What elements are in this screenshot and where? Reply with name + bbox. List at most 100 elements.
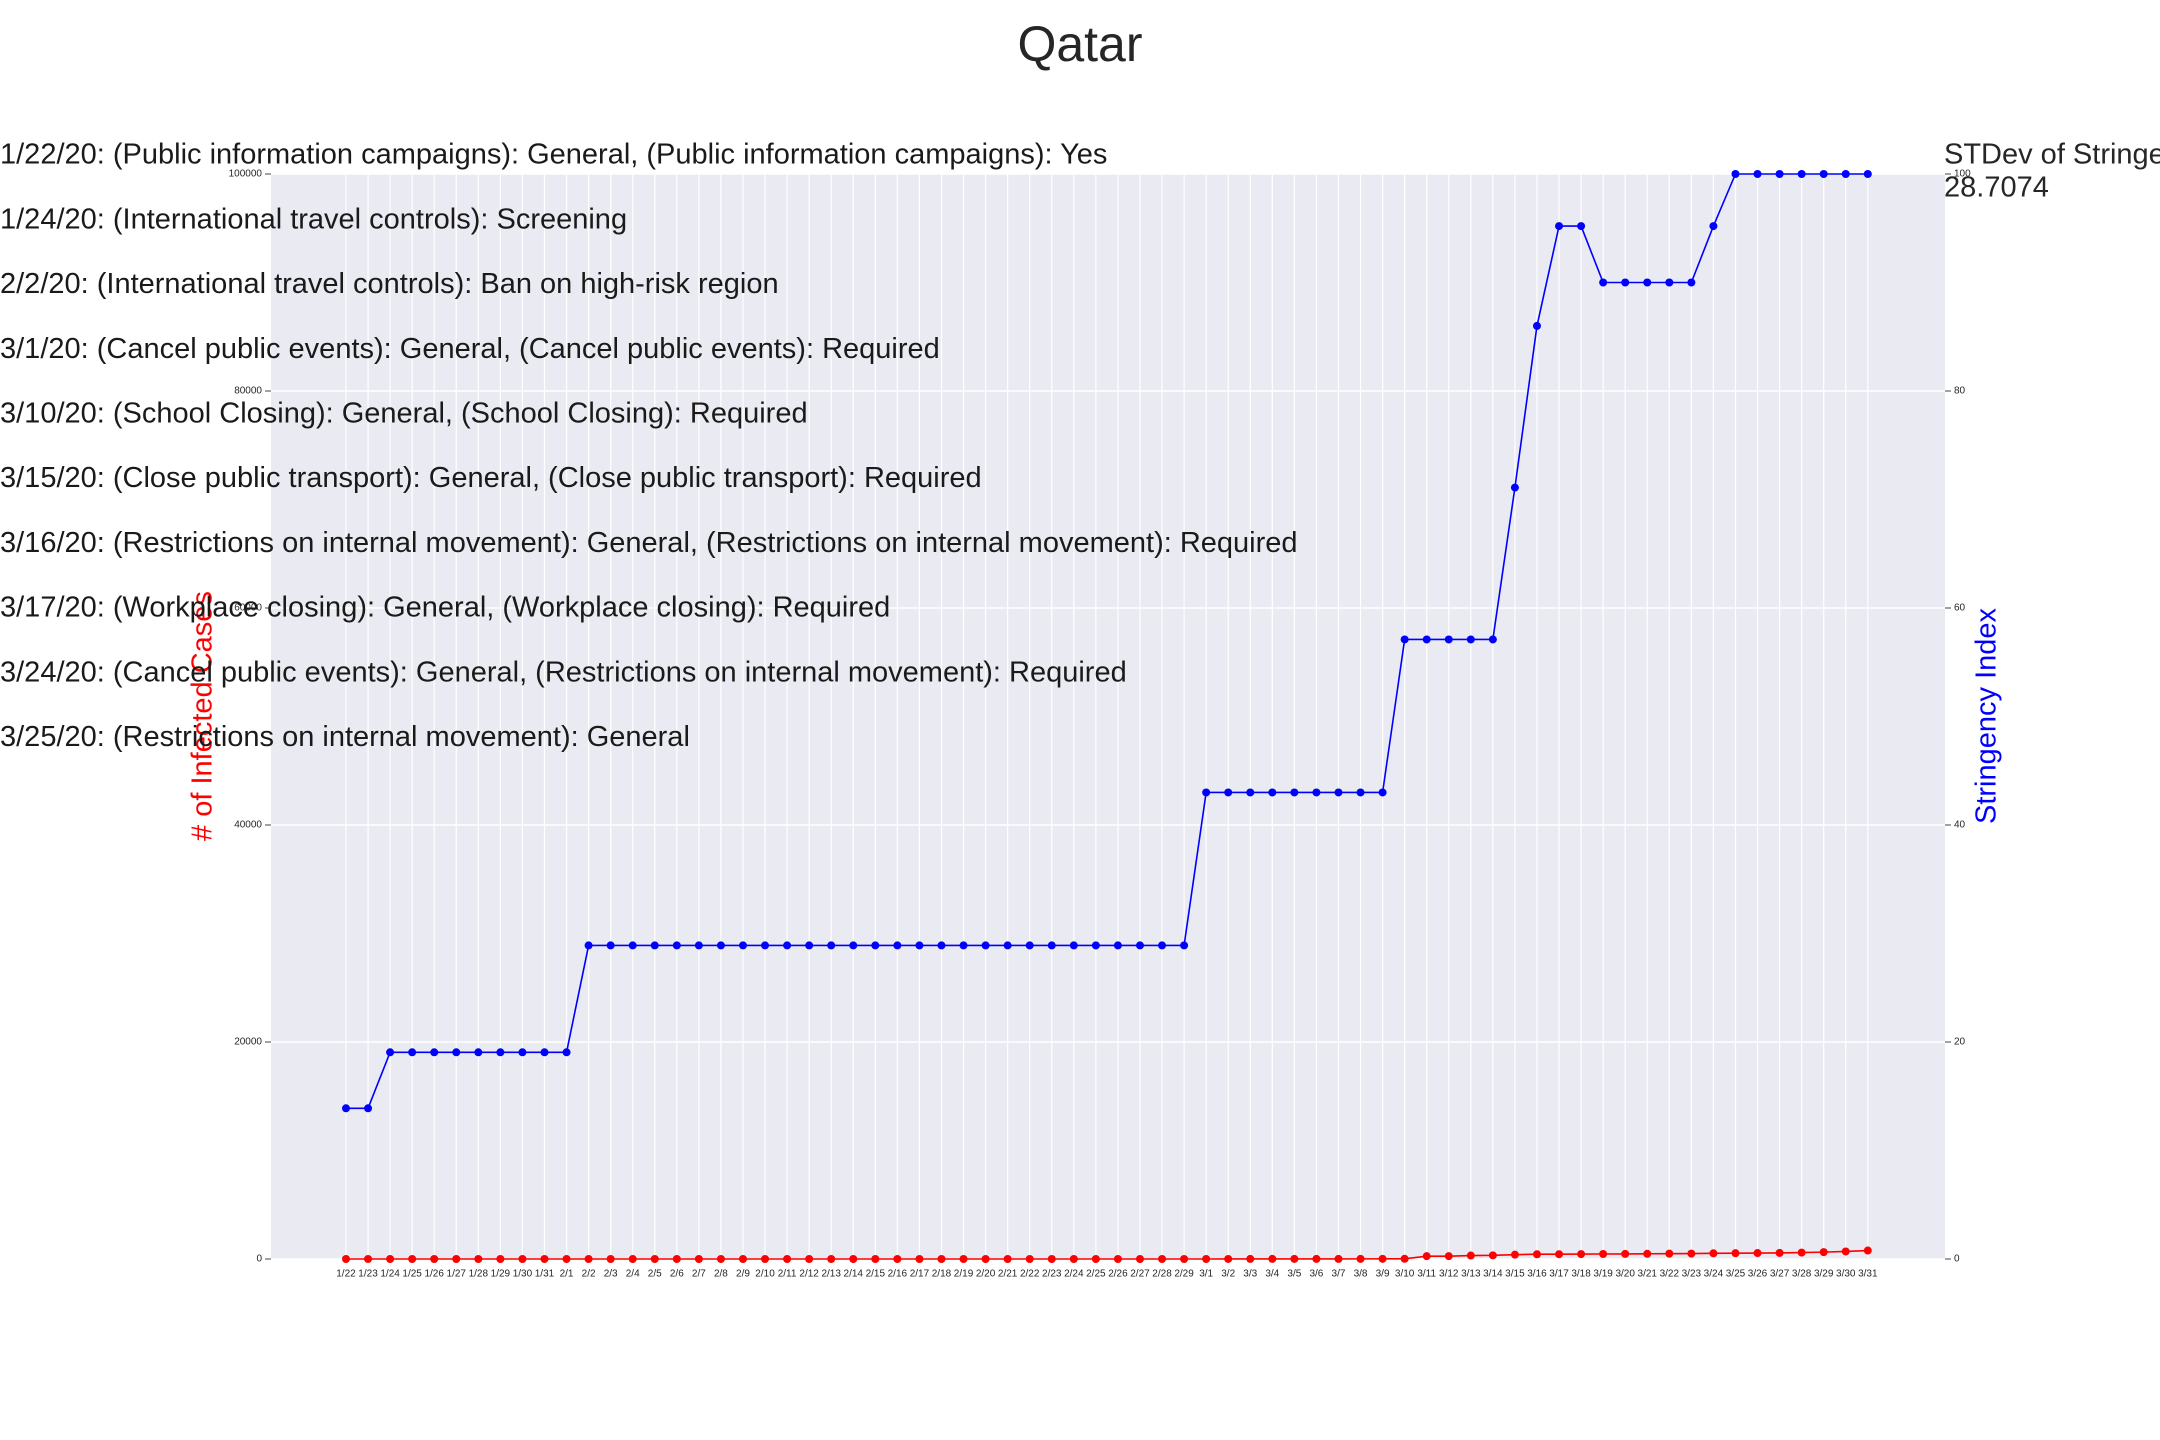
y2-tick-label: 20 (1954, 1037, 1966, 1048)
data-point (805, 941, 814, 950)
x-tick-label: 2/16 (888, 1269, 908, 1280)
x-tick-label: 1/25 (402, 1269, 422, 1280)
annotation: 2/2/20: (International travel controls):… (0, 268, 779, 300)
data-point (1555, 222, 1564, 231)
y-tick-label: 80000 (234, 386, 262, 397)
data-point (1202, 1254, 1211, 1263)
data-point (1246, 788, 1255, 797)
x-tick-label: 3/12 (1439, 1269, 1459, 1280)
x-tick-label: 3/22 (1660, 1269, 1680, 1280)
x-tick-label: 1/24 (380, 1269, 400, 1280)
data-point (1466, 1251, 1475, 1260)
data-point (672, 941, 681, 950)
data-point (1841, 1247, 1850, 1256)
data-point (1113, 941, 1122, 950)
data-point (1224, 1254, 1233, 1263)
data-point (496, 1048, 505, 1057)
data-point (1488, 1251, 1497, 1260)
y2-axis-title: Stringency Index (1971, 607, 2003, 824)
x-tick-label: 3/17 (1549, 1269, 1569, 1280)
data-point (496, 1255, 505, 1263)
data-point (1025, 941, 1034, 950)
data-point (937, 1255, 946, 1263)
x-tick-label: 2/19 (954, 1269, 974, 1280)
x-tick-label: 2/23 (1042, 1269, 1062, 1280)
x-tick-label: 2/28 (1152, 1269, 1172, 1280)
data-point (1819, 1248, 1828, 1257)
x-tick-label: 3/18 (1571, 1269, 1591, 1280)
data-point (1797, 170, 1806, 178)
data-point (1731, 170, 1740, 178)
x-tick-label: 1/30 (513, 1269, 533, 1280)
data-point (584, 941, 593, 950)
data-point (915, 1255, 924, 1263)
data-point (1003, 941, 1012, 950)
data-point (1753, 170, 1762, 178)
y-tick-label: 20000 (234, 1037, 262, 1048)
annotation: 3/10/20: (School Closing): General, (Sch… (0, 397, 808, 429)
data-point (783, 1255, 792, 1263)
x-tick-label: 2/20 (976, 1269, 996, 1280)
x-tick-label: 2/7 (692, 1269, 706, 1280)
data-point (1224, 788, 1233, 797)
data-point (981, 941, 990, 950)
data-point (672, 1255, 681, 1263)
data-point (1091, 941, 1100, 950)
data-point (1510, 1250, 1519, 1259)
data-point (650, 1255, 659, 1263)
data-point (1003, 1255, 1012, 1263)
data-point (1466, 635, 1475, 644)
data-point (452, 1255, 461, 1263)
x-tick-label: 2/5 (648, 1269, 662, 1280)
data-point (628, 941, 637, 950)
x-tick-label: 2/27 (1130, 1269, 1150, 1280)
data-point (1841, 170, 1850, 178)
data-point (518, 1048, 527, 1057)
data-point (1378, 1254, 1387, 1263)
data-point (827, 1255, 836, 1263)
x-tick-label: 1/31 (535, 1269, 555, 1280)
data-point (1444, 1252, 1453, 1261)
data-point (805, 1255, 814, 1263)
data-point (1356, 788, 1365, 797)
x-tick-label: 3/7 (1332, 1269, 1346, 1280)
x-tick-label: 3/6 (1309, 1269, 1323, 1280)
data-point (1356, 1254, 1365, 1263)
x-tick-label: 2/22 (1020, 1269, 1040, 1280)
data-point (1180, 1254, 1189, 1263)
data-point (1025, 1255, 1034, 1263)
x-tick-label: 3/31 (1858, 1269, 1878, 1280)
x-tick-label: 2/4 (626, 1269, 640, 1280)
data-point (1334, 1254, 1343, 1263)
data-point (1555, 1250, 1564, 1259)
data-point (1135, 1255, 1144, 1263)
x-tick-label: 1/22 (336, 1269, 356, 1280)
data-point (1312, 788, 1321, 797)
data-point (1312, 1254, 1321, 1263)
data-point (474, 1255, 483, 1263)
data-point (430, 1255, 439, 1263)
x-tick-label: 3/3 (1243, 1269, 1257, 1280)
data-point (871, 941, 880, 950)
data-point (849, 941, 858, 950)
data-point (540, 1048, 549, 1057)
data-point (1731, 1249, 1740, 1258)
data-point (1709, 1249, 1718, 1258)
x-tick-label: 2/6 (670, 1269, 684, 1280)
data-point (540, 1255, 549, 1263)
data-point (1268, 1254, 1277, 1263)
data-point (386, 1255, 395, 1263)
x-tick-label: 3/4 (1265, 1269, 1279, 1280)
x-tick-label: 3/25 (1726, 1269, 1746, 1280)
x-tick-label: 3/21 (1638, 1269, 1658, 1280)
data-point (1290, 788, 1299, 797)
data-point (1643, 1249, 1652, 1258)
data-point (1334, 788, 1343, 797)
x-tick-label: 3/14 (1483, 1269, 1503, 1280)
data-point (386, 1048, 395, 1057)
data-point (761, 1255, 770, 1263)
data-point (1202, 788, 1211, 797)
data-point (716, 1255, 725, 1263)
x-tick-label: 3/24 (1704, 1269, 1724, 1280)
x-tick-label: 2/24 (1064, 1269, 1084, 1280)
